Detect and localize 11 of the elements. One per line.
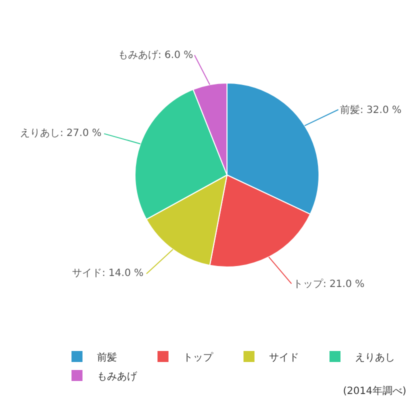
legend-label: もみあげ	[97, 370, 138, 382]
text: (2014年調べ)	[343, 385, 406, 397]
data-label: サイド: 14.0 %	[72, 268, 144, 279]
legend-label: えりあし	[355, 352, 395, 364]
data-label: もみあげ: 6.0 %	[118, 49, 194, 61]
legend-label: 前髪	[97, 351, 117, 364]
data-label: 前髪: 32.0 %	[340, 104, 402, 116]
data-label: トップ: 21.0 %	[293, 278, 364, 290]
legend-label: トップ	[183, 351, 214, 364]
data-label: えりあし: 27.0 %	[20, 128, 102, 139]
legend-label: サイド	[269, 352, 299, 364]
